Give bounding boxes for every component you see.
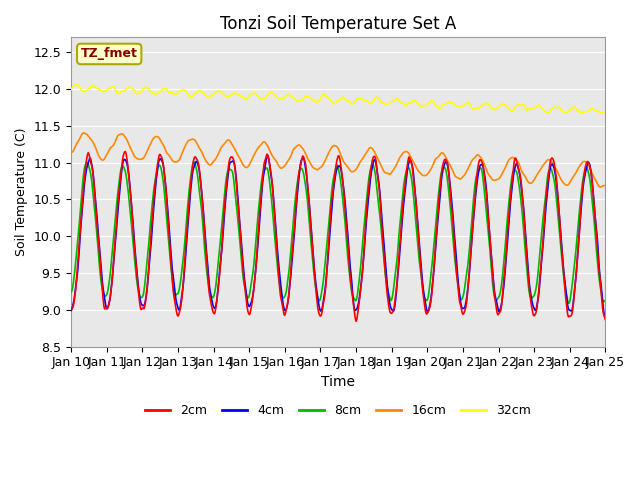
4cm xyxy=(207,295,215,301)
8cm xyxy=(435,185,443,191)
Line: 8cm: 8cm xyxy=(71,162,605,303)
Y-axis label: Soil Temperature (C): Soil Temperature (C) xyxy=(15,128,28,256)
8cm xyxy=(208,294,216,300)
16cm xyxy=(554,168,561,174)
32cm xyxy=(554,104,561,110)
16cm xyxy=(208,160,216,166)
4cm xyxy=(435,203,443,209)
Line: 2cm: 2cm xyxy=(71,152,605,321)
4cm xyxy=(331,179,339,185)
4cm xyxy=(602,316,609,322)
Title: Tonzi Soil Temperature Set A: Tonzi Soil Temperature Set A xyxy=(220,15,456,33)
8cm xyxy=(331,170,339,176)
4cm xyxy=(184,216,192,222)
16cm xyxy=(602,183,609,189)
16cm xyxy=(435,153,443,158)
2cm xyxy=(436,186,444,192)
8cm xyxy=(67,289,75,295)
16cm xyxy=(331,143,339,148)
4cm xyxy=(383,273,390,279)
32cm xyxy=(597,110,605,116)
16cm xyxy=(80,130,88,136)
32cm xyxy=(73,82,81,87)
2cm xyxy=(352,318,360,324)
32cm xyxy=(435,106,443,111)
8cm xyxy=(602,298,609,303)
4cm xyxy=(264,152,271,158)
X-axis label: Time: Time xyxy=(321,375,355,389)
32cm xyxy=(383,102,390,108)
32cm xyxy=(208,92,216,98)
2cm xyxy=(331,173,339,179)
32cm xyxy=(602,110,609,116)
8cm xyxy=(184,195,192,201)
Line: 32cm: 32cm xyxy=(71,84,605,113)
Line: 16cm: 16cm xyxy=(71,133,605,187)
2cm xyxy=(186,199,193,204)
8cm xyxy=(189,159,197,165)
8cm xyxy=(554,204,561,210)
Legend: 2cm, 4cm, 8cm, 16cm, 32cm: 2cm, 4cm, 8cm, 16cm, 32cm xyxy=(140,399,536,422)
2cm xyxy=(208,306,216,312)
16cm xyxy=(383,170,390,176)
16cm xyxy=(186,137,193,143)
8cm xyxy=(565,300,573,306)
16cm xyxy=(67,150,75,156)
2cm xyxy=(122,149,129,155)
2cm xyxy=(602,317,609,323)
32cm xyxy=(331,101,339,107)
2cm xyxy=(383,292,391,298)
16cm xyxy=(596,184,604,190)
Line: 4cm: 4cm xyxy=(71,155,605,319)
Text: TZ_fmet: TZ_fmet xyxy=(81,48,138,60)
32cm xyxy=(186,93,193,98)
4cm xyxy=(67,308,75,313)
2cm xyxy=(554,194,562,200)
8cm xyxy=(383,281,390,287)
32cm xyxy=(67,87,75,93)
2cm xyxy=(67,305,75,311)
4cm xyxy=(554,188,561,193)
